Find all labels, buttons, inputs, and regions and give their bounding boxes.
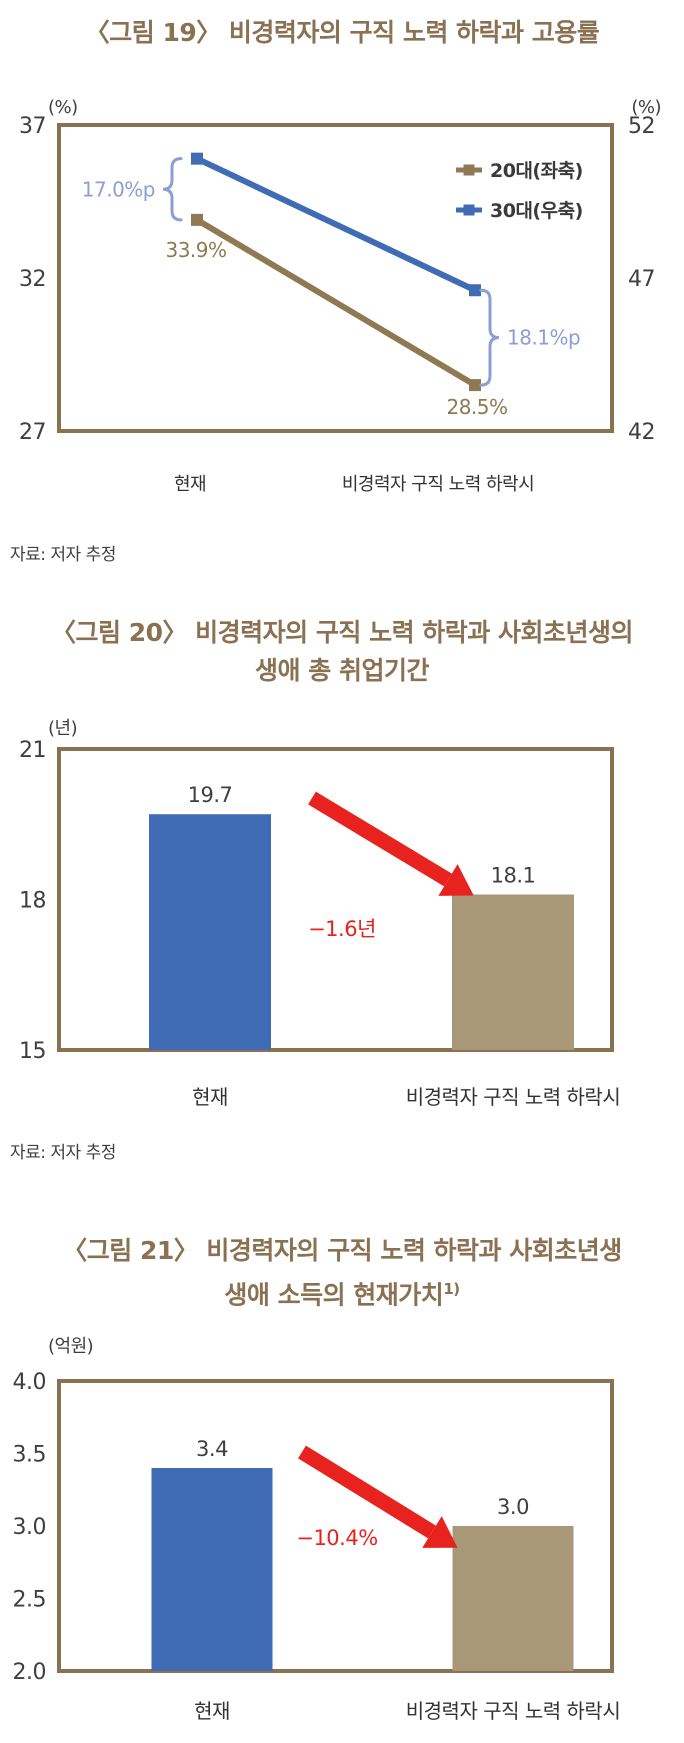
x-axis-label: 비경력자 구직 노력 하락시 bbox=[342, 474, 534, 495]
figure-21-title-superscript: 1) bbox=[443, 1280, 460, 1298]
gap-brace bbox=[479, 288, 500, 387]
plot-frame bbox=[57, 123, 614, 433]
series-line-20대(좌축) bbox=[195, 217, 477, 388]
decrease-arrow-head bbox=[422, 1516, 458, 1548]
figure-20-title-line2: 생애 총 취업기간 bbox=[255, 656, 429, 685]
right-axis-tick: 52 bbox=[628, 114, 655, 139]
figure-20-source: 자료: 저자 추정 bbox=[10, 1143, 116, 1163]
gap-label: 18.1%p bbox=[507, 326, 580, 350]
gap-label: 17.0%p bbox=[82, 177, 155, 201]
bar-비경력자 구직 노력 하락시 bbox=[452, 1526, 574, 1671]
bar-value-label: 18.1 bbox=[491, 863, 536, 887]
axis-unit: (년) bbox=[48, 718, 77, 739]
y-axis-tick: 4.0 bbox=[13, 1370, 47, 1395]
figure-21-title-line1: 〈그림 21〉 비경력자의 구직 노력 하락과 사회초년생 bbox=[62, 1236, 622, 1265]
y-axis-tick: 2.0 bbox=[13, 1660, 47, 1685]
y-axis-tick: 3.5 bbox=[13, 1443, 47, 1468]
left-axis-tick: 27 bbox=[19, 420, 46, 445]
decrease-arrow-shaft bbox=[308, 791, 452, 887]
right-axis-unit: (%) bbox=[631, 97, 661, 118]
figure-20-title-line1: 〈그림 20〉 비경력자의 구직 노력 하락과 사회초년생의 bbox=[50, 618, 634, 647]
legend-marker-square bbox=[463, 164, 475, 176]
y-axis-tick: 21 bbox=[19, 738, 46, 763]
gap-brace bbox=[162, 157, 183, 222]
y-axis-tick: 15 bbox=[19, 1039, 46, 1064]
decrease-arrow-shaft bbox=[298, 1445, 436, 1539]
right-axis-tick: 42 bbox=[628, 420, 655, 445]
series-line-30대(우축) bbox=[195, 155, 477, 293]
decrease-arrow-head bbox=[438, 864, 474, 896]
series-marker-20대(좌축) bbox=[191, 213, 203, 226]
figure-19-source: 자료: 저자 추정 bbox=[10, 545, 116, 565]
bar-value-label: 3.0 bbox=[497, 1495, 529, 1519]
left-axis-unit: (%) bbox=[48, 97, 78, 118]
x-axis-label: 현재 bbox=[192, 1085, 228, 1109]
decrease-label: −10.4% bbox=[296, 1526, 377, 1550]
bar-value-label: 3.4 bbox=[196, 1437, 228, 1461]
series-marker-30대(우축) bbox=[191, 152, 203, 165]
figure-19-title: 〈그림 19〉 비경력자의 구직 노력 하락과 고용률 bbox=[84, 18, 600, 47]
series-marker-20대(좌축) bbox=[469, 379, 481, 392]
bar-현재 bbox=[151, 1468, 273, 1671]
axis-unit: (억원) bbox=[48, 1336, 93, 1357]
legend-label: 30대(우축) bbox=[490, 200, 583, 222]
legend-marker-square bbox=[463, 204, 475, 216]
x-axis-label: 현재 bbox=[194, 1699, 230, 1723]
x-axis-label: 비경력자 구직 노력 하락시 bbox=[406, 1085, 620, 1109]
point-label: 33.9% bbox=[165, 238, 226, 262]
bar-현재 bbox=[149, 814, 271, 1050]
y-axis-tick: 3.0 bbox=[13, 1515, 47, 1540]
x-axis-label: 현재 bbox=[174, 474, 206, 495]
bar-value-label: 19.7 bbox=[188, 783, 233, 807]
figure-21-chart: (억원)4.0 3.5 3.0 2.5 2.0 3.4 3.0 −10.4% 현재 비경력자 구직… bbox=[13, 1336, 621, 1723]
x-axis-label: 비경력자 구직 노력 하락시 bbox=[406, 1699, 620, 1723]
plot-frame bbox=[57, 1379, 614, 1673]
right-axis-tick: 47 bbox=[628, 267, 655, 292]
y-axis-tick: 2.5 bbox=[13, 1588, 47, 1613]
series-marker-30대(우축) bbox=[469, 284, 481, 297]
left-axis-tick: 37 bbox=[19, 114, 46, 139]
point-label: 28.5% bbox=[446, 395, 507, 419]
figure-19-chart: (%) (%)37322752474233.9%28.5%17.0%p18.1%p… bbox=[19, 97, 662, 495]
figure-21-title-line2: 생애 소득의 현재가치 bbox=[224, 1280, 444, 1310]
left-axis-tick: 32 bbox=[19, 267, 46, 292]
legend-label: 20대(좌축) bbox=[490, 160, 583, 182]
bar-비경력자 구직 노력 하락시 bbox=[452, 894, 574, 1050]
y-axis-tick: 18 bbox=[19, 889, 46, 914]
decrease-label: −1.6년 bbox=[308, 917, 376, 941]
plot-frame bbox=[57, 747, 614, 1052]
